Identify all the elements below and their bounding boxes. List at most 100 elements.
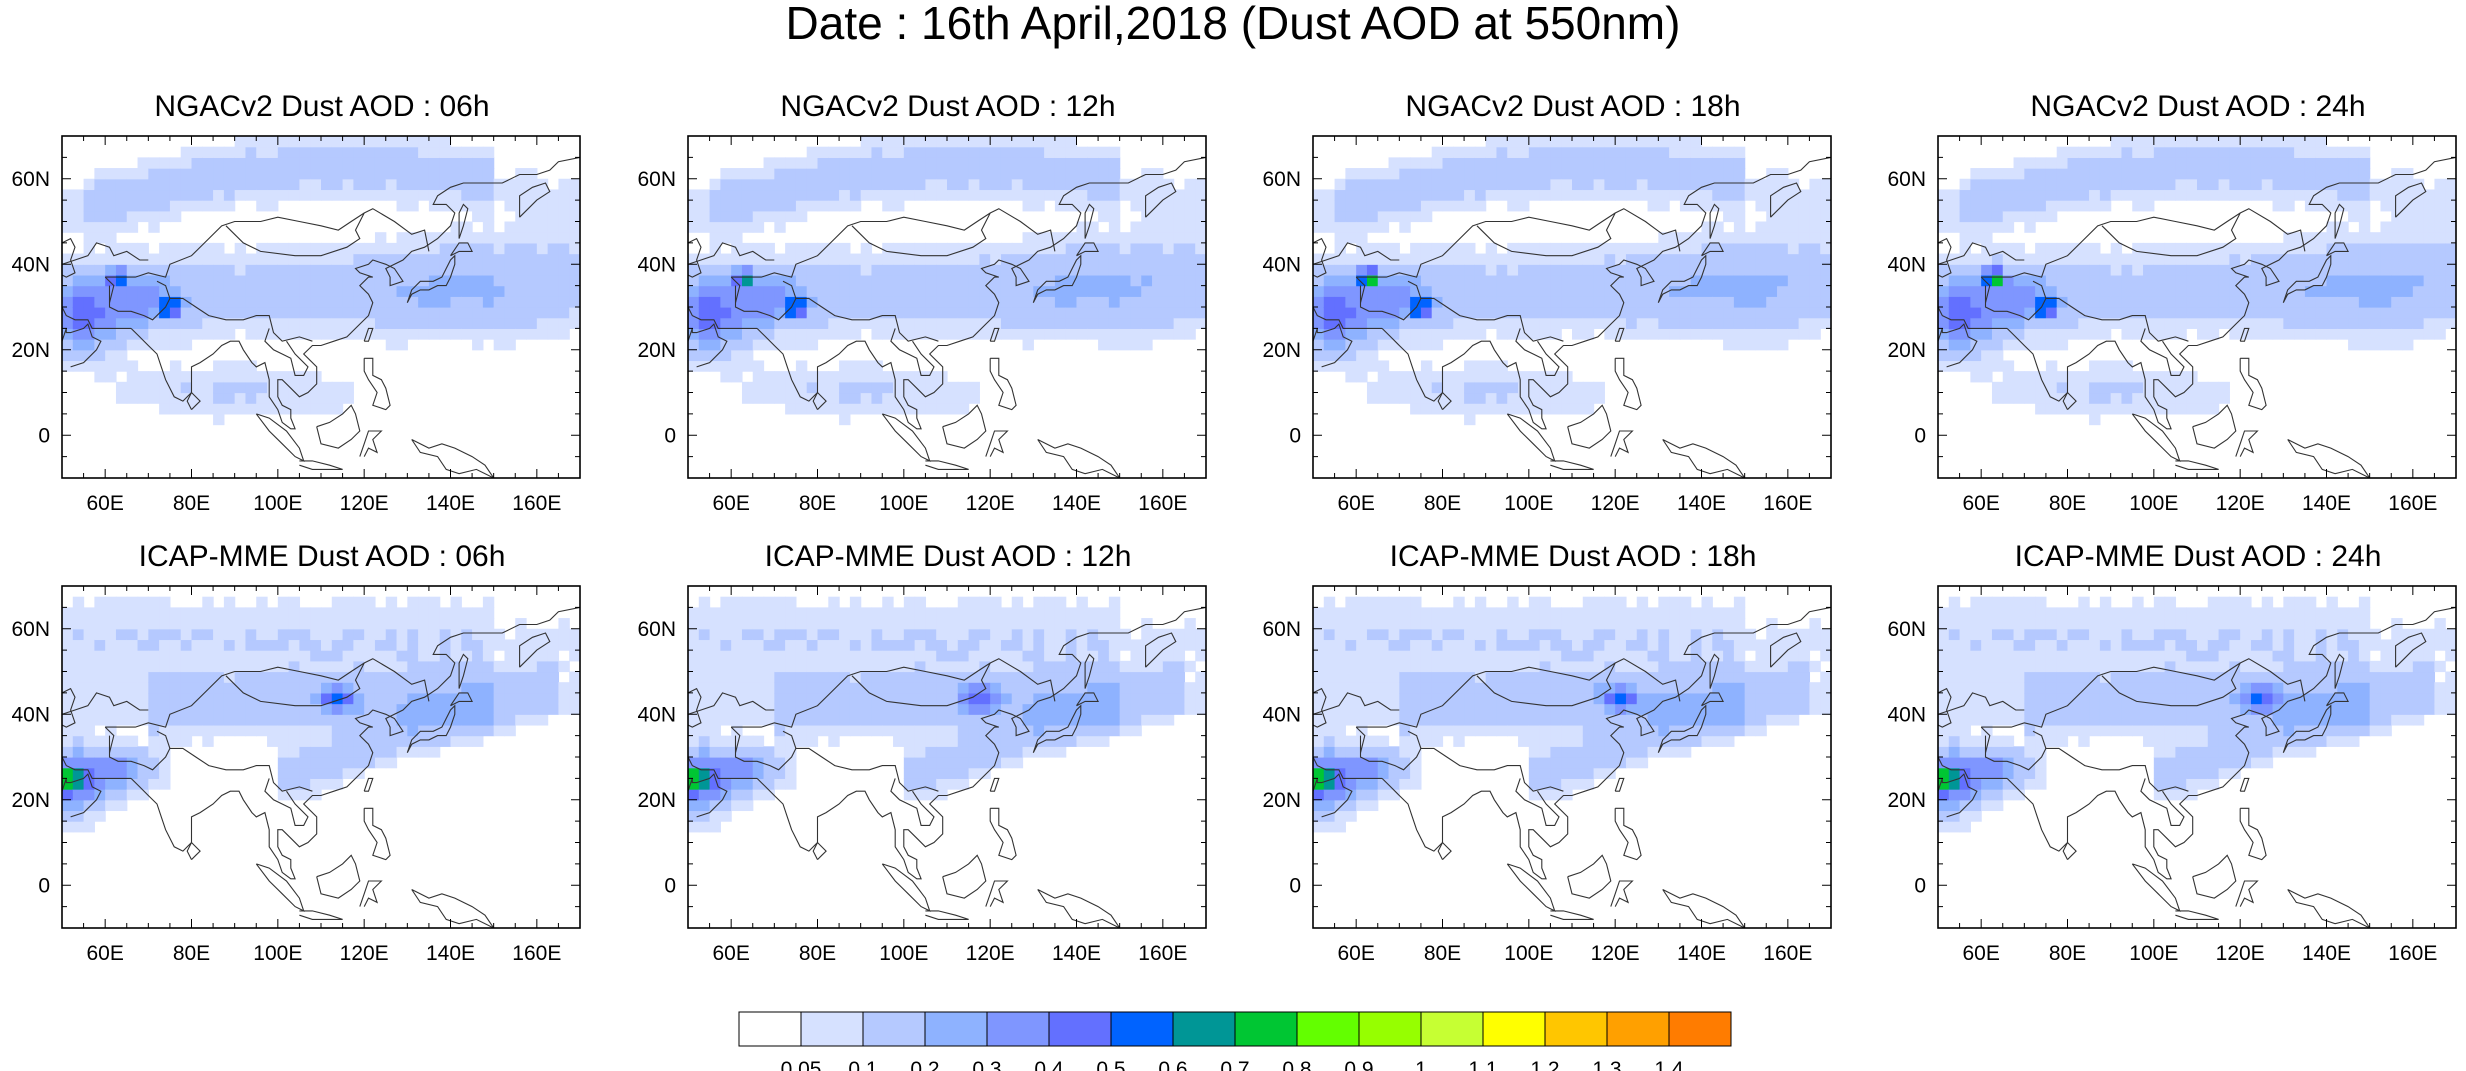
lat-tick-label: 0: [38, 424, 50, 447]
map-panel-ngac-24h: NGACv2 Dust AOD : 24h 60N 40N 20N 0 60E 80E 100…: [1887, 90, 2466, 532]
panel-title: ICAP-MME Dust AOD : 18h: [1389, 540, 1757, 573]
lon-tick-label: 60E: [86, 492, 123, 515]
lon-tick-label: 60E: [1337, 942, 1374, 965]
lon-tick-label: 140E: [1677, 492, 1726, 515]
lon-tick-label: 80E: [799, 492, 836, 515]
lon-tick-label: 160E: [2388, 492, 2437, 515]
page-title: Date : 16th April,2018 (Dust AOD at 550n…: [785, 0, 1681, 49]
colorbar-swatch: [1420, 1011, 1484, 1047]
lat-tick-label: 20N: [1262, 789, 1301, 812]
lon-tick-label: 140E: [1052, 492, 1101, 515]
map-panel-ngac-18h: NGACv2 Dust AOD : 18h 60N 40N 20N 0 60E 80E 100…: [1262, 90, 1933, 532]
lat-tick-label: 60N: [11, 618, 50, 641]
lon-tick-label: 160E: [512, 492, 561, 515]
lon-tick-label: 140E: [1677, 942, 1726, 965]
lon-tick-label: 100E: [253, 492, 302, 515]
lon-tick-label: 80E: [1424, 942, 1461, 965]
map-panel-icap-6h: ICAP-MME Dust AOD : 06h 60N 40N 20N 0 60E 80E 1…: [11, 540, 682, 982]
aod-field: [688, 596, 1206, 833]
lat-tick-label: 60N: [1262, 618, 1301, 641]
lat-tick-label: 60N: [1262, 168, 1301, 191]
coastlines: [62, 606, 580, 928]
lat-tick-label: 20N: [1262, 339, 1301, 362]
lon-tick-label: 60E: [1962, 942, 1999, 965]
colorbar-label: 1.1: [1468, 1058, 1497, 1071]
colorbar-label: 0.7: [1220, 1058, 1249, 1071]
colorbar-swatch: [924, 1011, 988, 1047]
dust-aod-map: 60N 40N 20N 0 60E 80E 100E 120E 140E 160E: [11, 135, 581, 515]
colorbar-swatch: [800, 1011, 864, 1047]
lon-tick-label: 160E: [1138, 942, 1187, 965]
panel-title: ICAP-MME Dust AOD : 06h: [138, 540, 506, 573]
aod-field: [688, 136, 1206, 426]
lat-tick-label: 0: [664, 424, 676, 447]
lat-tick-label: 40N: [1887, 253, 1926, 276]
lon-tick-label: 60E: [86, 942, 123, 965]
lon-tick-label: 120E: [340, 942, 389, 965]
lon-tick-label: 100E: [1504, 492, 1553, 515]
coastlines: [1313, 606, 1831, 928]
panel-title: NGACv2 Dust AOD : 24h: [2030, 90, 2366, 123]
colorbar-swatch: [1172, 1011, 1236, 1047]
lon-tick-label: 60E: [1337, 492, 1374, 515]
lat-tick-label: 60N: [637, 618, 676, 641]
lat-tick-label: 60N: [11, 168, 50, 191]
lat-tick-label: 0: [1914, 874, 1926, 897]
axis-ticks: [687, 135, 1207, 479]
lon-tick-label: 100E: [1504, 942, 1553, 965]
axis-ticks: [61, 585, 581, 929]
lat-tick-label: 20N: [637, 789, 676, 812]
lat-tick-label: 40N: [1887, 703, 1926, 726]
colorbar-label: 1.2: [1530, 1058, 1559, 1071]
lon-tick-label: 80E: [173, 492, 210, 515]
aod-field: [62, 136, 580, 426]
axis-ticks: [687, 585, 1207, 929]
coastlines: [1313, 156, 1831, 478]
coastlines: [62, 156, 580, 478]
lon-tick-label: 160E: [2388, 942, 2437, 965]
colorbar-label: 0.3: [972, 1058, 1001, 1071]
dust-aod-map: 60N 40N 20N 0 60E 80E 100E 120E 140E 160E: [1262, 135, 1832, 515]
lon-tick-label: 120E: [2216, 942, 2265, 965]
lon-tick-label: 60E: [1962, 492, 1999, 515]
lon-tick-label: 120E: [966, 942, 1015, 965]
lon-tick-label: 160E: [1763, 942, 1812, 965]
lon-tick-label: 120E: [1591, 492, 1640, 515]
panel-title: ICAP-MME Dust AOD : 12h: [764, 540, 1132, 573]
colorbar-swatch: [862, 1011, 926, 1047]
aod-field: [1313, 596, 1831, 833]
lon-tick-label: 120E: [340, 492, 389, 515]
lat-tick-label: 0: [1289, 424, 1301, 447]
colorbar-label: 0.4: [1034, 1058, 1064, 1071]
lat-tick-label: 0: [1289, 874, 1301, 897]
colorbar-swatch: [1606, 1011, 1670, 1047]
aod-field: [1938, 136, 2456, 426]
lon-tick-label: 100E: [2129, 942, 2178, 965]
lon-tick-label: 60E: [712, 942, 749, 965]
dust-aod-map: 60N 40N 20N 0 60E 80E 100E 120E 140E 160E: [1262, 585, 1832, 965]
colorbar-label: 0.05: [781, 1058, 822, 1071]
panel-title: NGACv2 Dust AOD : 12h: [780, 90, 1116, 123]
map-panel-icap-12h: ICAP-MME Dust AOD : 12h 60N 40N 20N 0 60E 80E 1…: [637, 540, 1308, 982]
colorbar-swatch: [986, 1011, 1050, 1047]
coastlines: [1938, 606, 2456, 928]
lat-tick-label: 0: [38, 874, 50, 897]
colorbar-label: 1: [1415, 1058, 1427, 1071]
lon-tick-label: 160E: [1763, 492, 1812, 515]
lat-tick-label: 0: [1914, 424, 1926, 447]
lon-tick-label: 120E: [2216, 492, 2265, 515]
colorbar-label: 0.1: [848, 1058, 877, 1071]
dust-aod-map: 60N 40N 20N 0 60E 80E 100E 120E 140E 160E: [1887, 585, 2457, 965]
lat-tick-label: 60N: [1887, 618, 1926, 641]
dust-aod-map: 60N 40N 20N 0 60E 80E 100E 120E 140E 160E: [637, 135, 1207, 515]
aod-field: [62, 596, 580, 833]
colorbar-swatch: [1482, 1011, 1546, 1047]
lat-tick-label: 60N: [637, 168, 676, 191]
colorbar-swatch: [1234, 1011, 1298, 1047]
lon-tick-label: 140E: [426, 492, 475, 515]
lat-tick-label: 20N: [1887, 789, 1926, 812]
colorbar-swatch: [1296, 1011, 1360, 1047]
lon-tick-label: 140E: [1052, 942, 1101, 965]
panel-title: NGACv2 Dust AOD : 18h: [1405, 90, 1741, 123]
